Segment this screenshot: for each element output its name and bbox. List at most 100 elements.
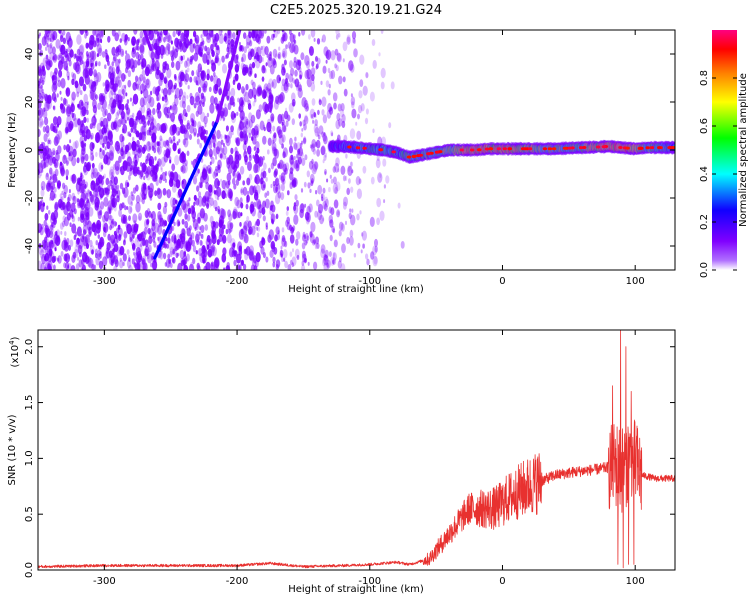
noise-speck [181, 151, 185, 158]
noise-speck [159, 135, 163, 142]
noise-speck [190, 117, 194, 123]
noise-speck [77, 244, 83, 255]
noise-speck [163, 30, 168, 36]
noise-speck [94, 72, 98, 79]
noise-speck [194, 44, 200, 55]
noise-speck [49, 190, 56, 201]
noise-speck [167, 49, 171, 55]
noise-speck [270, 113, 275, 122]
noise-speck [46, 245, 49, 250]
noise-speck [146, 254, 150, 260]
noise-speck [77, 103, 80, 108]
noise-speck [179, 233, 183, 240]
noise-speck [94, 230, 97, 236]
noise-speck [163, 87, 168, 98]
noise-speck [41, 65, 45, 72]
noise-speck [52, 30, 58, 41]
noise-speck [51, 240, 54, 245]
noise-speck [135, 255, 141, 265]
noise-speck [64, 98, 68, 107]
noise-speck [189, 124, 195, 134]
noise-speck [232, 242, 236, 248]
noise-speck [328, 70, 334, 80]
noise-speck [332, 166, 336, 173]
noise-speck [99, 193, 103, 200]
noise-speck [266, 53, 269, 58]
noise-speck [261, 64, 266, 74]
noise-speck [91, 154, 95, 161]
noise-speck [349, 236, 354, 246]
noise-speck [291, 77, 295, 84]
noise-speck [303, 99, 309, 110]
noise-speck [86, 164, 90, 171]
noise-speck [336, 137, 340, 144]
noise-speck [145, 78, 151, 89]
noise-speck [80, 30, 85, 35]
noise-speck [140, 162, 143, 167]
noise-speck [182, 138, 186, 146]
noise-speck [216, 78, 221, 88]
noise-speck [168, 136, 172, 144]
noise-speck [46, 130, 50, 137]
noise-speck [213, 190, 216, 195]
noise-speck [44, 93, 48, 102]
noise-speck [372, 128, 375, 134]
noise-speck [224, 180, 228, 186]
noise-speck [255, 198, 262, 210]
noise-speck [58, 203, 62, 209]
noise-speck [246, 190, 250, 196]
noise-speck [141, 69, 146, 77]
noise-speck [164, 262, 167, 267]
noise-speck [302, 231, 306, 238]
noise-speck [338, 75, 343, 85]
noise-speck [256, 147, 260, 154]
noise-speck [160, 156, 166, 167]
noise-speck [100, 201, 105, 210]
noise-speck [304, 154, 308, 161]
noise-speck [197, 168, 200, 174]
noise-speck [62, 182, 66, 189]
noise-speck [172, 183, 177, 193]
noise-speck [127, 79, 132, 88]
noise-speck [206, 244, 210, 250]
noise-speck [222, 234, 227, 244]
noise-speck [280, 36, 285, 44]
noise-speck [91, 142, 95, 149]
noise-speck [174, 94, 177, 99]
noise-speck [310, 82, 316, 92]
noise-speck [247, 220, 252, 229]
noise-speck [295, 199, 299, 207]
noise-speck [186, 95, 189, 100]
noise-speck [98, 61, 101, 67]
noise-speck [373, 256, 378, 265]
noise-speck [323, 154, 327, 161]
noise-speck [76, 55, 80, 62]
noise-speck [203, 248, 208, 256]
noise-speck [241, 100, 244, 106]
noise-speck [151, 59, 156, 68]
noise-speck [139, 74, 144, 82]
noise-speck [251, 136, 254, 141]
noise-speck [245, 203, 249, 210]
noise-speck [179, 42, 184, 51]
noise-speck [275, 259, 281, 268]
noise-speck [332, 166, 336, 173]
noise-speck [189, 58, 193, 65]
noise-speck [285, 219, 289, 227]
noise-speck [242, 186, 248, 196]
noise-speck [193, 201, 196, 207]
noise-speck [289, 60, 293, 69]
noise-speck [257, 86, 262, 96]
noise-speck [127, 37, 130, 42]
noise-speck [194, 92, 200, 103]
noise-speck [350, 96, 356, 106]
noise-speck [151, 210, 156, 221]
noise-speck [62, 202, 66, 210]
noise-speck [191, 239, 195, 247]
noise-speck [104, 187, 108, 194]
noise-speck [53, 54, 57, 61]
noise-speck [272, 157, 277, 167]
noise-speck [342, 201, 347, 210]
noise-speck [333, 102, 337, 110]
noise-speck [181, 200, 187, 211]
